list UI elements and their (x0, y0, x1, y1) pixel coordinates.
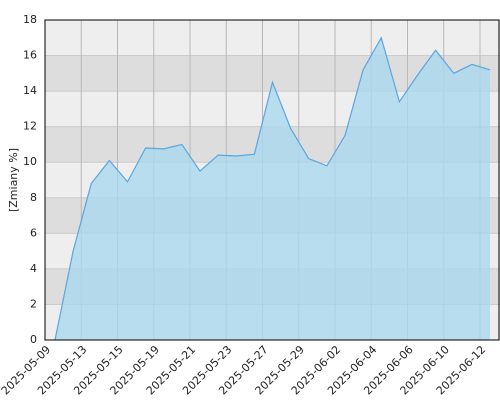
area (55, 37, 490, 341)
plot-frame (44, 19, 500, 341)
y-tick-label: 8 (30, 191, 37, 204)
y-tick-label: 0 (30, 333, 37, 346)
y-tick-label: 14 (23, 84, 37, 97)
y-tick-label: 12 (23, 120, 37, 133)
y-axis-label: [Zmiany %] (7, 148, 20, 212)
line (54, 36, 491, 341)
y-tick-label: 18 (23, 13, 37, 26)
y-tick-label: 4 (30, 262, 37, 275)
y-tick-label: 10 (23, 155, 37, 168)
y-tick-label: 2 (30, 297, 37, 310)
y-tick-label: 6 (30, 226, 37, 239)
y-tick-label: 16 (23, 49, 37, 62)
